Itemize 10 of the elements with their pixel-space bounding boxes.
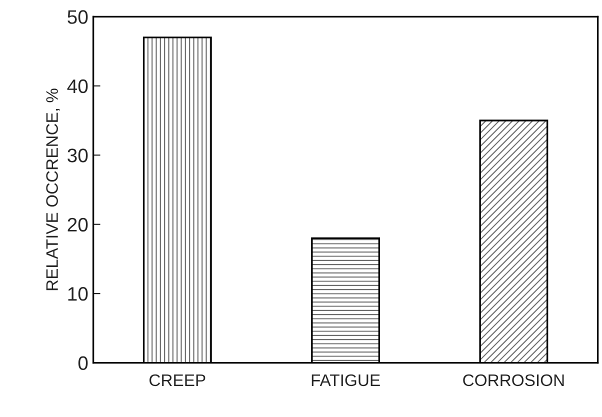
y-tick-label: 50 bbox=[68, 10, 88, 24]
y-tick-label: 20 bbox=[68, 218, 88, 232]
x-tick-label: FATIGUE bbox=[312, 374, 380, 386]
y-tick-label: 40 bbox=[67, 79, 88, 94]
y-tick-label: 10 bbox=[68, 287, 88, 301]
x-tick-label: CORROSION bbox=[463, 374, 564, 386]
y-tick-label: 0 bbox=[78, 356, 88, 370]
x-tick-label: CREEP bbox=[150, 374, 206, 386]
y-axis-title: RELATIVE OCCRENCE, % bbox=[46, 88, 60, 290]
y-tick-label: 30 bbox=[68, 148, 88, 162]
